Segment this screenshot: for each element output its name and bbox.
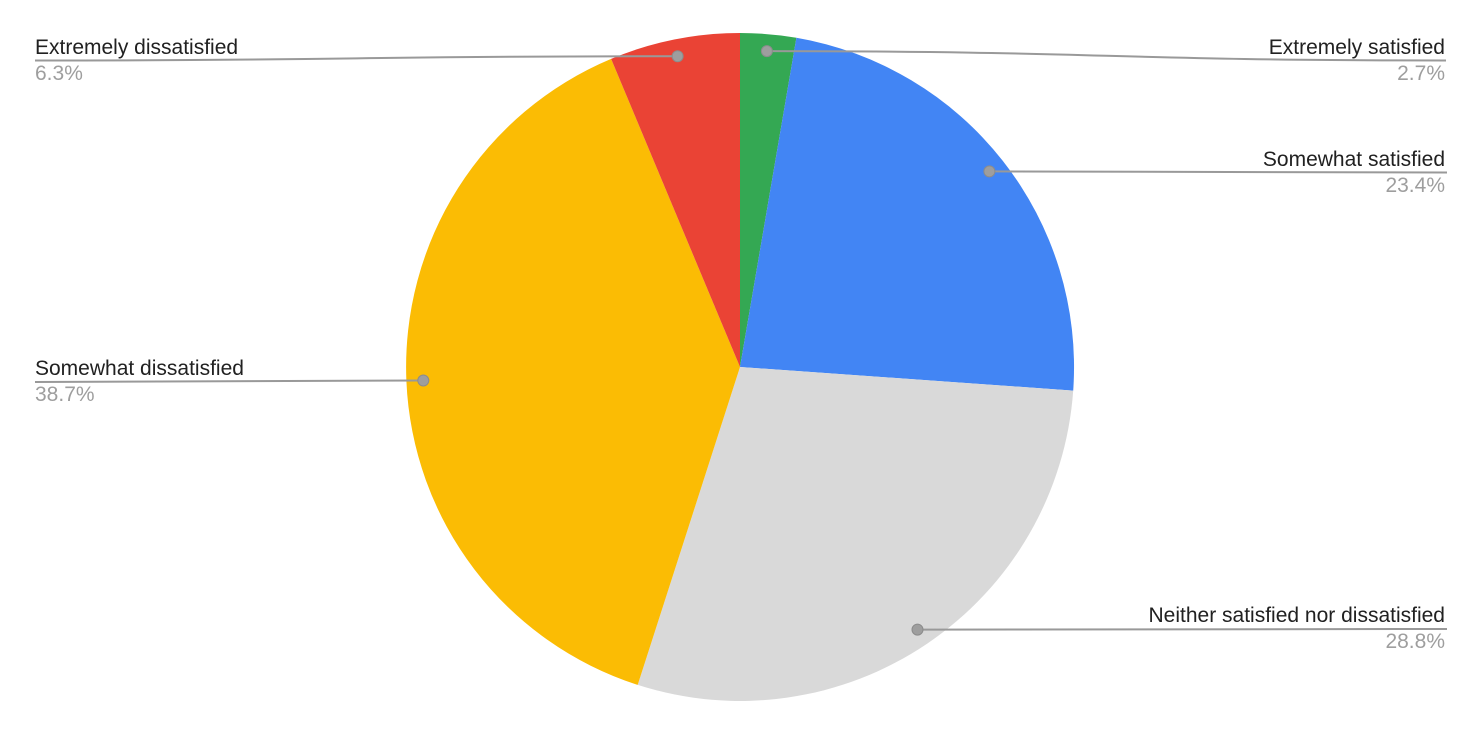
slice-percentage-somewhat-dissatisfied: 38.7% (35, 383, 95, 406)
slice-percentage-extremely-dissatisfied: 6.3% (35, 62, 83, 85)
callout-somewhat-satisfied: Somewhat satisfied 23.4% (1263, 148, 1445, 197)
slice-label-extremely-dissatisfied: Extremely dissatisfied (35, 36, 238, 59)
pie-slice-somewhat-satisfied[interactable] (740, 37, 1075, 391)
slice-label-neither-satisfied-nor-dissatisfied: Neither satisfied nor dissatisfied (1149, 604, 1445, 627)
leader-dot-neither-satisfied-nor-dissatisfied (911, 623, 924, 636)
slice-label-somewhat-satisfied: Somewhat satisfied (1263, 148, 1445, 171)
pie-slice-extremely-satisfied[interactable] (740, 33, 797, 367)
slice-percentage-extremely-satisfied: 2.7% (1397, 62, 1445, 85)
slice-labels: Extremely satisfied 2.7% Somewhat satisf… (35, 36, 1445, 653)
leader-line-somewhat-dissatisfied (34, 379, 424, 383)
callout-extremely-satisfied: Extremely satisfied 2.7% (1269, 36, 1445, 85)
slice-percentage-neither-satisfied-nor-dissatisfied: 28.8% (1385, 630, 1445, 653)
leader-dot-somewhat-satisfied (983, 165, 996, 178)
leader-line-extremely-dissatisfied (34, 55, 678, 62)
callout-neither-satisfied-nor-dissatisfied: Neither satisfied nor dissatisfied 28.8% (1149, 604, 1445, 653)
slice-percentage-somewhat-satisfied: 23.4% (1385, 174, 1445, 197)
callout-somewhat-dissatisfied: Somewhat dissatisfied 38.7% (35, 357, 244, 406)
pie-slice-somewhat-dissatisfied[interactable] (406, 58, 740, 685)
leader-line-neither-satisfied-nor-dissatisfied (917, 628, 1448, 631)
leader-dot-extremely-satisfied (760, 45, 773, 58)
slice-label-somewhat-dissatisfied: Somewhat dissatisfied (35, 357, 244, 380)
pie-slice-neither-satisfied-nor-dissatisfied[interactable] (637, 367, 1074, 701)
leader-dot-extremely-dissatisfied (671, 50, 684, 63)
leader-line-somewhat-satisfied (989, 170, 1448, 174)
leader-line-extremely-satisfied (766, 50, 1447, 62)
pie-slices (406, 33, 1075, 701)
leader-lines (34, 45, 1448, 636)
leader-dot-somewhat-dissatisfied (417, 374, 430, 387)
pie-slice-extremely-dissatisfied[interactable] (611, 33, 740, 367)
slice-label-extremely-satisfied: Extremely satisfied (1269, 36, 1445, 59)
callout-extremely-dissatisfied: Extremely dissatisfied 6.3% (35, 36, 238, 85)
